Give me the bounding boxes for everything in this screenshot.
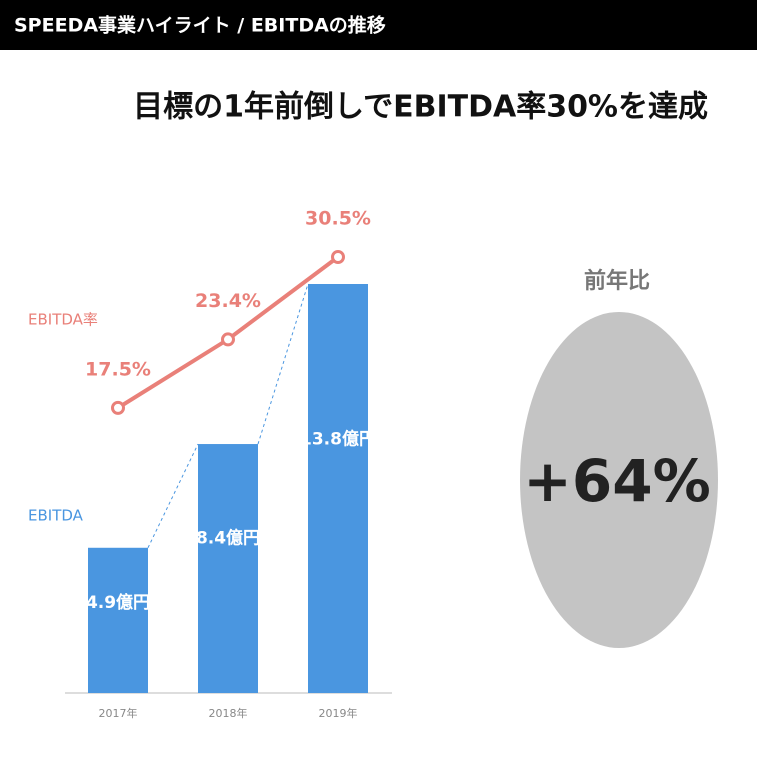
line-point [331,250,345,264]
bar [308,284,368,693]
headline: 目標の1年前倒しでEBITDA率30%を達成 [133,90,708,125]
x-tick-label: 2018年 [209,706,248,720]
line-value-label: 30.5% [305,208,371,230]
line-point [221,332,235,347]
bar-value-label: 4.9億円 [86,592,150,613]
x-tick-label: 2017年 [99,706,138,720]
yoy-value: +64% [523,447,710,515]
line-point [111,400,125,415]
header-bar [0,0,757,50]
legend-label: EBITDA率 [28,311,98,329]
line-value-label: 23.4% [195,290,261,312]
legend-label: EBITDA [28,507,84,525]
bar [88,547,148,693]
bar [198,444,258,693]
bar-value-label: 8.4億円 [196,528,260,549]
yoy-circle [520,312,718,648]
line-value-label: 17.5% [85,358,151,380]
x-tick-label: 2019年 [319,706,358,720]
header-title: SPEEDA事業ハイライト / EBITDAの推移 [14,14,386,37]
connector [257,283,309,445]
yoy-label: 前年比 [584,268,650,294]
bar-value-label: 13.8億円 [300,428,376,449]
connector [147,443,199,548]
